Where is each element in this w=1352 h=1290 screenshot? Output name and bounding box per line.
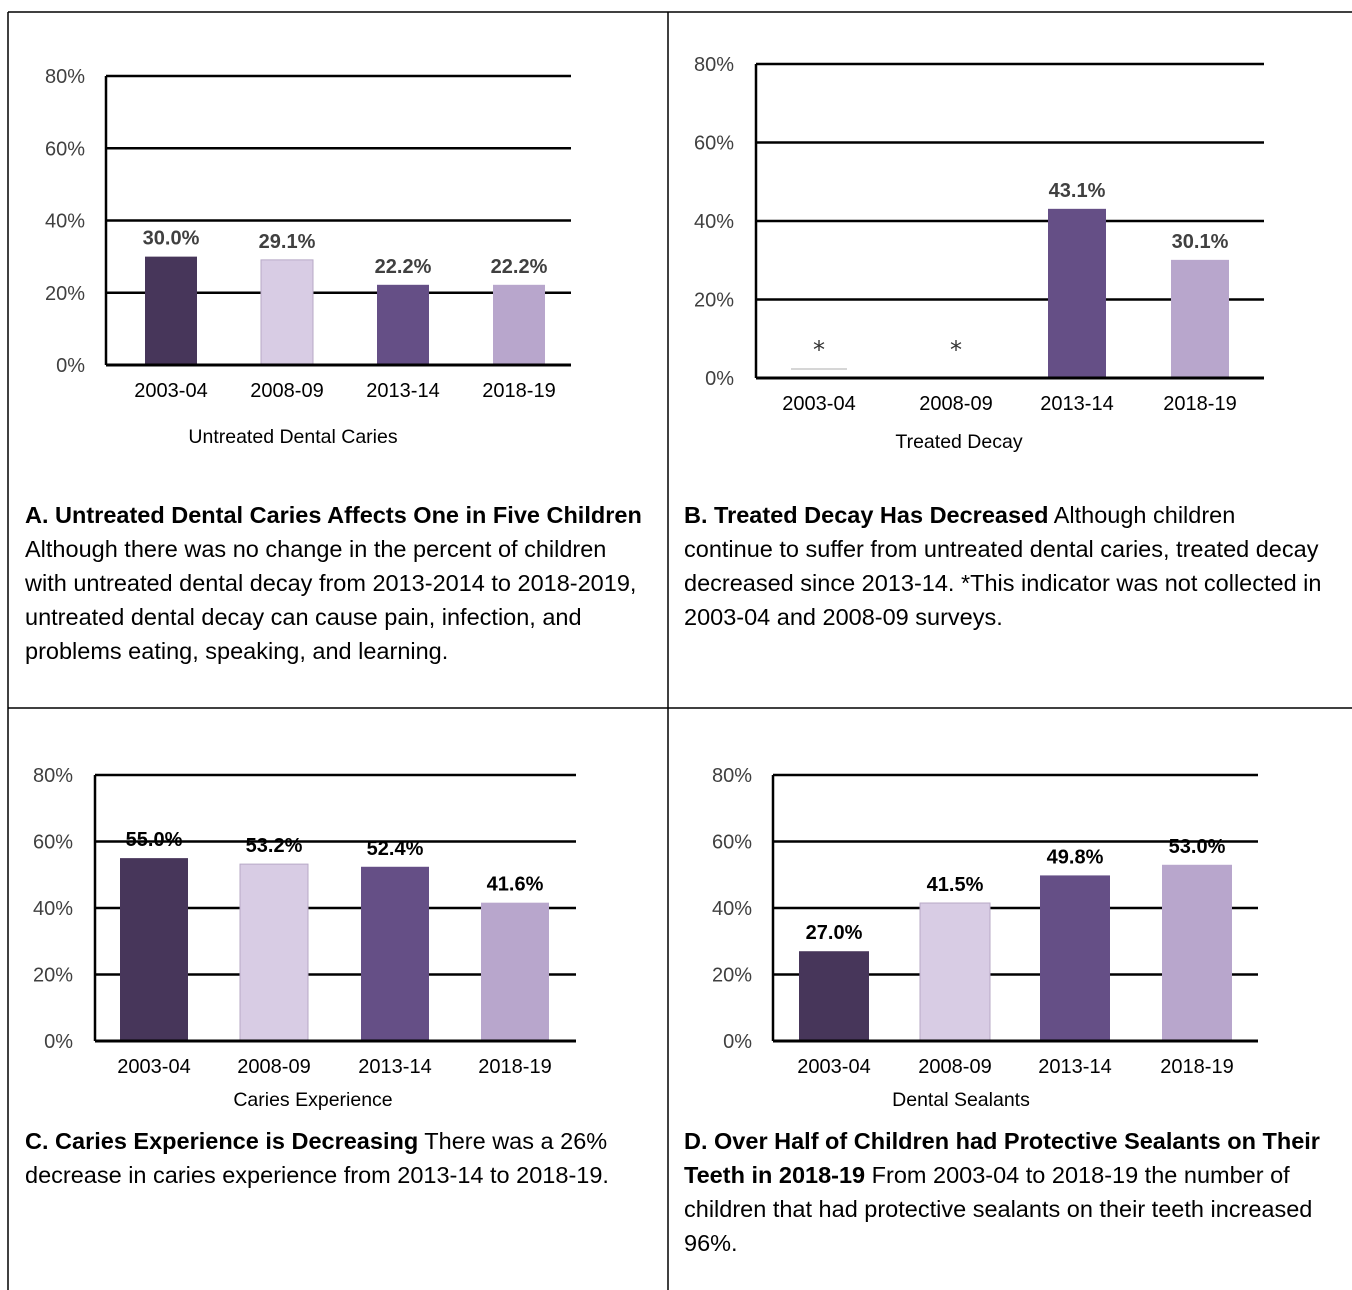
y-tick-label: 80% (33, 765, 73, 787)
bar-2013-14 (361, 866, 429, 1041)
y-tick-label: 60% (33, 832, 73, 854)
x-tick-label: 2013-14 (1040, 393, 1113, 415)
bar-2013-14 (377, 284, 429, 365)
data-label: 27.0% (806, 922, 863, 944)
y-tick-label: 0% (44, 1031, 73, 1053)
x-tick-label: 2003-04 (134, 380, 207, 402)
bar-2008-09 (919, 902, 991, 1042)
data-label: 30.1% (1172, 231, 1229, 253)
bar-2013-14 (1040, 875, 1110, 1041)
bar-2013-14 (1048, 208, 1106, 378)
x-tick-label: 2013-14 (358, 1056, 431, 1078)
data-label: 52.4% (367, 838, 424, 860)
x-tick-label: 2003-04 (117, 1056, 190, 1078)
x-tick-label: 2018-19 (482, 380, 555, 402)
y-tick-label: 20% (712, 965, 752, 987)
y-tick-label: 40% (45, 211, 85, 233)
caption-panel-a: A. Untreated Dental Caries Affects One i… (25, 498, 645, 668)
data-label: 41.5% (927, 874, 984, 896)
bar-2018-19 (493, 284, 545, 365)
y-tick-label: 60% (694, 133, 734, 155)
caption-title-a: A. Untreated Dental Caries Affects One i… (25, 502, 642, 528)
y-tick-label: 0% (705, 368, 734, 390)
caption-title-b: B. Treated Decay Has Decreased (684, 502, 1049, 528)
x-tick-label: 2013-14 (1038, 1056, 1111, 1078)
caption-panel-d: D. Over Half of Children had Protective … (684, 1124, 1334, 1260)
y-tick-label: 80% (694, 54, 734, 76)
bar-2008-09 (239, 863, 309, 1042)
y-tick-label: 0% (723, 1031, 752, 1053)
caption-text-d: From 2003-04 to 2018-19 the number of ch… (684, 1162, 1313, 1256)
data-label: 53.2% (246, 835, 303, 857)
data-label: 22.2% (375, 256, 432, 278)
y-tick-label: 60% (712, 832, 752, 854)
x-tick-label: 2018-19 (1160, 1056, 1233, 1078)
y-tick-label: 60% (45, 138, 85, 160)
data-label: 43.1% (1049, 180, 1106, 202)
y-tick-label: 40% (33, 898, 73, 920)
x-tick-label: 2008-09 (918, 1056, 991, 1078)
caption-title-d: D. Over Half of Children had Protective … (684, 1128, 1320, 1188)
data-label: 29.1% (259, 231, 316, 253)
caption-text-b: Although children continue to suffer fro… (684, 502, 1322, 630)
y-tick-label: 80% (45, 66, 85, 88)
bar-2018-19 (1171, 259, 1229, 378)
data-label: 53.0% (1169, 836, 1226, 858)
caption-text-a: Although there was no change in the perc… (25, 536, 637, 664)
x-axis-label: Dental Sealants (892, 1089, 1030, 1111)
caption-title-c: C. Caries Experience is Decreasing (25, 1128, 419, 1154)
not-collected-asterisk: * (813, 336, 825, 364)
y-tick-label: 0% (56, 355, 85, 377)
x-tick-label: 2008-09 (250, 380, 323, 402)
y-tick-label: 20% (45, 283, 85, 305)
x-tick-label: 2013-14 (366, 380, 439, 402)
y-tick-label: 40% (712, 898, 752, 920)
bar-2018-19 (481, 902, 549, 1041)
x-tick-label: 2018-19 (1163, 393, 1236, 415)
x-tick-label: 2008-09 (919, 393, 992, 415)
data-label: 55.0% (126, 829, 183, 851)
caption-panel-c: C. Caries Experience is Decreasing There… (25, 1124, 665, 1192)
data-label: 30.0% (143, 228, 200, 250)
caption-text-c: There was a 26% decrease in caries exper… (25, 1128, 609, 1188)
data-label: 22.2% (491, 256, 548, 278)
y-tick-label: 40% (694, 211, 734, 233)
y-tick-label: 80% (712, 765, 752, 787)
caption-panel-b: B. Treated Decay Has Decreased Although … (684, 498, 1324, 634)
x-tick-label: 2018-19 (478, 1056, 551, 1078)
x-tick-label: 2008-09 (237, 1056, 310, 1078)
y-tick-label: 20% (694, 290, 734, 312)
not-collected-asterisk: * (950, 336, 962, 364)
bar-2003-04 (799, 951, 869, 1041)
x-tick-label: 2003-04 (782, 393, 855, 415)
x-axis-label: Caries Experience (233, 1089, 392, 1111)
bar-2018-19 (1162, 864, 1232, 1041)
y-tick-label: 20% (33, 965, 73, 987)
bar-2003-04 (145, 256, 197, 365)
bar-2003-04 (120, 858, 188, 1041)
data-label: 41.6% (487, 874, 544, 896)
data-label: 49.8% (1047, 846, 1104, 868)
x-tick-label: 2003-04 (797, 1056, 870, 1078)
x-axis-label: Treated Decay (895, 431, 1022, 453)
x-axis-label: Untreated Dental Caries (188, 426, 397, 448)
